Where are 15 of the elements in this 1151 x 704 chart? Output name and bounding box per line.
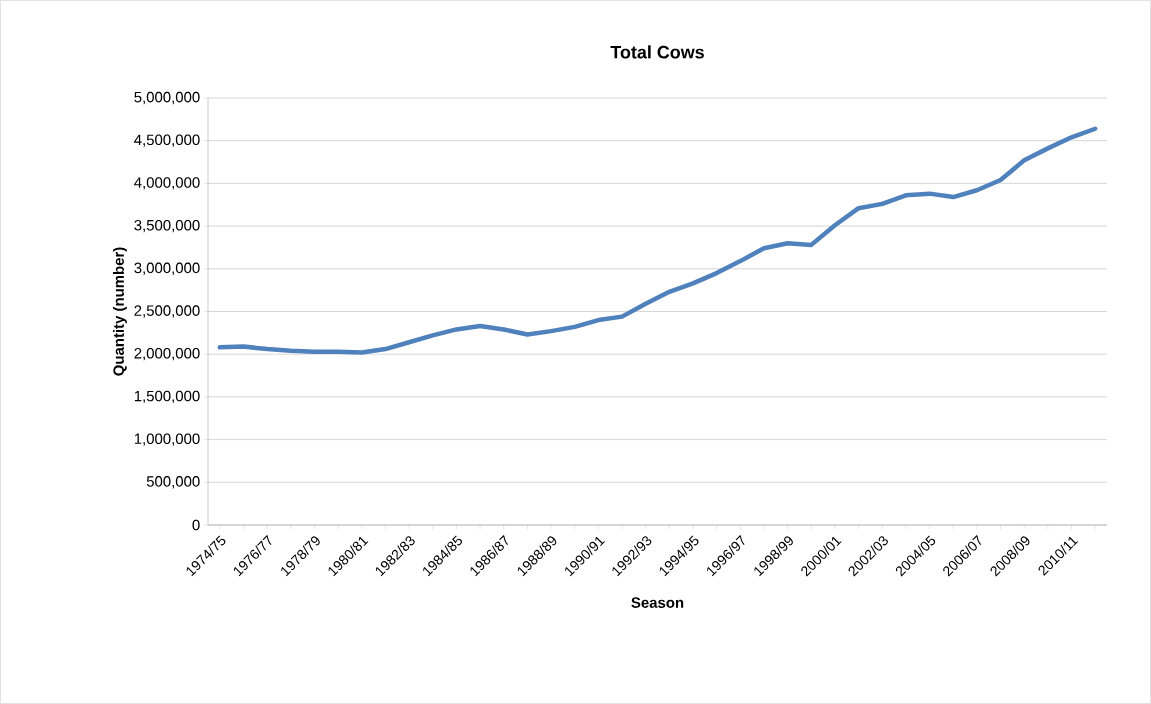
y-tick-label: 2,000,000	[134, 348, 200, 361]
y-tick-label: 2,500,000	[134, 305, 200, 318]
y-tick-label: 3,500,000	[134, 219, 200, 233]
y-tick-label: 5,000,000	[134, 91, 200, 105]
line-series	[217, 126, 1098, 355]
y-axis-title: Quantity (number)	[112, 247, 127, 376]
y-tick-label: 4,500,000	[134, 134, 200, 147]
y-tick-label: 500,000	[146, 476, 200, 489]
y-tick-label: 4,000,000	[134, 177, 200, 190]
y-tick-label: 0	[192, 519, 200, 531]
y-tick-label: 1,000,000	[134, 433, 200, 446]
y-tick-label: 3,000,000	[134, 262, 200, 275]
chart-title: Total Cows	[610, 45, 704, 59]
y-tick-label: 1,500,000	[134, 390, 200, 404]
x-axis-title: Season	[631, 597, 684, 608]
